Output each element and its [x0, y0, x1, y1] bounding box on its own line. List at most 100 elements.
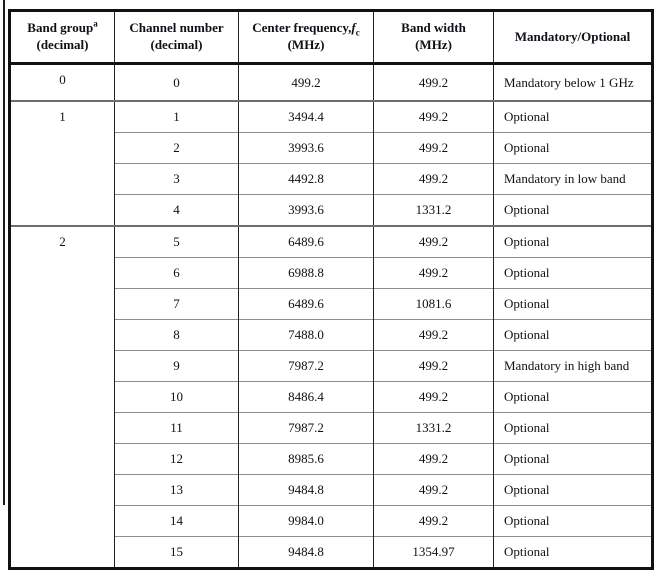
mandatory-cell: Mandatory below 1 GHz [493, 63, 653, 101]
band-group-cell: 0 [9, 63, 115, 101]
channel-cell: 4 [114, 194, 239, 226]
center-frequency-cell: 6489.6 [238, 288, 374, 320]
band-width-header-label: Band width [401, 20, 466, 36]
mandatory-cell: Optional [493, 474, 653, 506]
uwb-channel-table: Band groupa (decimal) Channel number (de… [8, 9, 654, 570]
center-frequency-cell: 8985.6 [238, 443, 374, 475]
band-width-header-unit: (MHz) [415, 37, 452, 52]
bandwidth-cell: 1331.2 [373, 412, 494, 444]
bandwidth-cell: 499.2 [373, 443, 494, 475]
center-frequency-cell: 9984.0 [238, 505, 374, 537]
channel-cell: 12 [114, 443, 239, 475]
col-header-band-width: Band width (MHz) [373, 10, 494, 65]
bandwidth-cell: 499.2 [373, 350, 494, 382]
table-row: 7 6489.6 1081.6 Optional [10, 288, 653, 320]
table-row: 6 6988.8 499.2 Optional [10, 257, 653, 289]
mandatory-cell: Mandatory in low band [493, 163, 653, 195]
table-row: 2 5 6489.6 499.2 Optional [9, 225, 653, 569]
channel-cell: 8 [114, 319, 239, 351]
center-frequency-cell: 3494.4 [238, 100, 374, 133]
table-row: 9 7987.2 499.2 Mandatory in high band [10, 350, 653, 382]
mandatory-cell: Mandatory in high band [493, 350, 653, 382]
center-frequency-cell: 7987.2 [238, 350, 374, 382]
bandwidth-cell: 1081.6 [373, 288, 494, 320]
bandwidth-cell: 1331.2 [373, 194, 494, 226]
center-frequency-cell: 9484.8 [238, 474, 374, 506]
mandatory-cell: Optional [493, 443, 653, 475]
band-group-cell: 2 [9, 225, 115, 569]
center-frequency-cell: 3993.6 [238, 132, 374, 164]
center-frequency-cell: 3993.6 [238, 194, 374, 226]
center-frequency-cell: 4492.8 [238, 163, 374, 195]
bandwidth-cell: 499.2 [373, 163, 494, 195]
bandwidth-cell: 499.2 [373, 63, 494, 101]
channel-cell: 14 [114, 505, 239, 537]
channel-cell: 6 [114, 257, 239, 289]
bandwidth-cell: 499.2 [373, 381, 494, 413]
mandatory-cell: Optional [493, 132, 653, 164]
channel-cell: 2 [114, 132, 239, 164]
channel-cell: 11 [114, 412, 239, 444]
table-row: 13 9484.8 499.2 Optional [10, 474, 653, 506]
bandwidth-cell: 499.2 [373, 225, 494, 258]
table-row: 3 4492.8 499.2 Mandatory in low band [10, 163, 653, 195]
mandatory-cell: Optional [493, 412, 653, 444]
bandwidth-cell: 499.2 [373, 257, 494, 289]
channel-table-body: 0 0 499.2 499.2 Mandatory below 1 GHz 1 … [9, 63, 653, 569]
channel-cell: 0 [114, 63, 239, 101]
band-group-header-unit: (decimal) [36, 37, 89, 52]
table-row: 8 7488.0 499.2 Optional [10, 319, 653, 351]
mandatory-cell: Optional [493, 536, 653, 569]
center-frequency-cell: 9484.8 [238, 536, 374, 569]
table-row: 10 8486.4 499.2 Optional [10, 381, 653, 413]
channel-cell: 9 [114, 350, 239, 382]
mandatory-cell: Optional [493, 288, 653, 320]
bandwidth-cell: 499.2 [373, 474, 494, 506]
col-header-channel-number: Channel number (decimal) [114, 10, 239, 65]
page-edge-line [3, 0, 5, 505]
mandatory-cell: Optional [493, 100, 653, 133]
center-frequency-header-unit: (MHz) [287, 37, 325, 52]
mandatory-cell: Optional [493, 257, 653, 289]
center-frequency-cell: 499.2 [238, 63, 374, 101]
table-row: 0 0 499.2 499.2 Mandatory below 1 GHz [9, 63, 653, 101]
bandwidth-cell: 499.2 [373, 505, 494, 537]
bandwidth-cell: 499.2 [373, 319, 494, 351]
center-frequency-cell: 6489.6 [238, 225, 374, 258]
channel-number-header-label: Channel number [129, 20, 224, 36]
center-frequency-cell: 7488.0 [238, 319, 374, 351]
col-header-center-frequency: Center frequency,fc (MHz) [238, 10, 374, 65]
channel-cell: 3 [114, 163, 239, 195]
mandatory-cell: Optional [493, 381, 653, 413]
footnote-marker: a [93, 18, 98, 29]
table-row: 2 3993.6 499.2 Optional [10, 132, 653, 164]
table-row: 11 7987.2 1331.2 Optional [10, 412, 653, 444]
mandatory-cell: Optional [493, 319, 653, 351]
channel-cell: 13 [114, 474, 239, 506]
col-header-band-group: Band groupa (decimal) [9, 10, 115, 65]
mandatory-cell: Optional [493, 225, 653, 258]
bandwidth-cell: 1354.97 [373, 536, 494, 569]
channel-cell: 10 [114, 381, 239, 413]
table-row: 4 3993.6 1331.2 Optional [10, 194, 653, 226]
table-row: 1 1 3494.4 499.2 Optional [9, 100, 653, 226]
band-group-header-label: Band group [27, 20, 94, 36]
channel-cell: 7 [114, 288, 239, 320]
center-frequency-cell: 7987.2 [238, 412, 374, 444]
channel-number-header-unit: (decimal) [150, 37, 203, 52]
channel-cell: 15 [114, 536, 239, 569]
mandatory-cell: Optional [493, 194, 653, 226]
center-frequency-cell: 8486.4 [238, 381, 374, 413]
frequency-symbol: f [351, 20, 356, 36]
header-row: Band groupa (decimal) Channel number (de… [9, 10, 653, 65]
mandatory-optional-header-label: Mandatory/Optional [514, 28, 631, 44]
channel-cell: 5 [114, 225, 239, 258]
bandwidth-cell: 499.2 [373, 132, 494, 164]
frequency-symbol-subscript: c [355, 27, 360, 38]
band-group-cell: 1 [9, 100, 115, 226]
center-frequency-header-label: Center frequency, [252, 20, 352, 36]
col-header-mandatory-optional: Mandatory/Optional [493, 10, 653, 65]
mandatory-cell: Optional [493, 505, 653, 537]
channel-cell: 1 [114, 100, 239, 133]
bandwidth-cell: 499.2 [373, 100, 494, 133]
